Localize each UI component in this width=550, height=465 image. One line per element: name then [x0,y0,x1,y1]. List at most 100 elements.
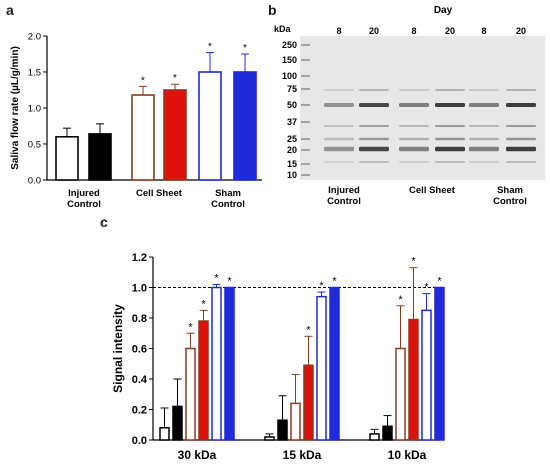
blot-band [435,146,465,152]
signal-intensity-chart: 0.0 0.2 0.4 0.6 0.8 1.0 1.2 Signal intensity * * *… [111,252,445,462]
bar-open-brown [395,347,406,441]
kda-marker-label: 75 [287,84,297,94]
kda-marker-label: 100 [282,71,297,81]
blot-band [435,89,465,91]
significance-asterisk: * [424,282,429,294]
kda-marker-label: 250 [282,40,297,50]
significance-asterisk: * [437,276,442,288]
blot-band [359,89,389,91]
y-tick-label: 1.0 [132,283,147,295]
bar-open-brown [185,347,196,441]
significance-asterisk: * [141,75,145,86]
x-category-label: 10 kDa [388,448,427,462]
blot-band [435,125,465,127]
group-label-line2: Control [211,199,245,210]
bar-solid-red [198,320,209,441]
y-tick-label: 0.4 [132,374,148,386]
bar-open-blue [198,71,222,181]
blot-band [359,161,389,163]
significance-asterisk: * [306,324,311,336]
blot-band [324,125,354,127]
bar-open-brown [131,94,155,181]
bar-open-brown [290,402,301,441]
kda-marker-label: 15 [287,159,297,169]
y-tick-label: 1.5 [28,68,41,79]
significance-asterisk: * [201,298,206,310]
bar-solid-black [172,405,183,441]
kda-marker-label: 10 [287,170,297,180]
blot-band [469,146,499,152]
y-tick-label: 2.0 [28,32,41,43]
panel-a-letter: a [6,2,14,18]
x-category-label: 15 kDa [283,448,322,462]
blot-band [506,161,536,163]
blot-band [399,89,429,91]
group-label: Injured [68,188,100,199]
blot-band [324,103,354,107]
kda-marker-label: 150 [282,55,297,65]
blot-band [359,137,389,141]
bar-open-blue [316,295,327,441]
blot-band [469,103,499,107]
bar-solid-black [88,133,112,181]
blot-band [324,146,354,152]
blot-band [469,89,499,91]
bar-solid-black [277,419,288,441]
bar-solid-blue [233,71,257,181]
blot-band [506,146,536,152]
blot-band [399,125,429,127]
blot-band [506,103,536,107]
significance-asterisk: * [214,272,219,284]
blot-band [469,161,499,163]
bar-open-black [55,136,79,181]
blot-band [435,103,465,107]
lane-day-label: 20 [369,26,379,36]
y-tick-label: 0.6 [132,344,147,356]
blot-band [324,137,354,141]
blot-band [324,89,354,91]
group-label: Cell Sheet [136,188,183,199]
bar-solid-red [408,318,419,441]
blot-band [435,161,465,163]
significance-asterisk: * [319,280,324,292]
blot-band [506,137,536,141]
bar-solid-blue [329,286,340,441]
bar-open-black [159,427,170,441]
group-label-line2: Control [67,199,101,210]
y-axis-title: Saliva flow rate (µL/g/min) [10,46,21,170]
kda-marker-label: 25 [287,134,297,144]
y-tick-label: 0.0 [132,435,147,447]
blot-band [359,103,389,107]
blot-band [399,161,429,163]
blot-group-label: Cell Sheet [409,185,456,196]
bar-open-blue [421,309,432,441]
kda-marker-label: 50 [287,100,297,110]
significance-asterisk: * [243,43,247,54]
bar-solid-red [303,364,314,441]
kda-marker-label: 20 [287,145,297,155]
blot-band [435,137,465,141]
bar-open-black [264,436,275,441]
lane-day-label: 8 [481,26,486,36]
blot-band [506,125,536,127]
significance-asterisk: * [208,42,212,53]
bar-open-black [369,433,380,441]
kda-unit-label: kDa [274,24,292,34]
significance-asterisk: * [227,276,232,288]
significance-asterisk: * [332,276,337,288]
bar-solid-black [382,425,393,441]
blot-band [469,137,499,141]
blot-group-label-line2: Control [327,196,361,207]
bar-open-blue [211,286,222,441]
y-tick-label: 0.5 [28,140,41,151]
blot-band [399,137,429,141]
panel-c-letter: c [100,214,108,230]
blot-group-label-line2: Control [493,196,527,207]
day-header: Day [434,5,453,16]
significance-asterisk: * [188,321,193,333]
kda-marker-label: 37 [287,117,297,127]
bar-solid-blue [434,286,445,441]
blot-band [359,125,389,127]
panel-b-letter: b [268,2,277,18]
